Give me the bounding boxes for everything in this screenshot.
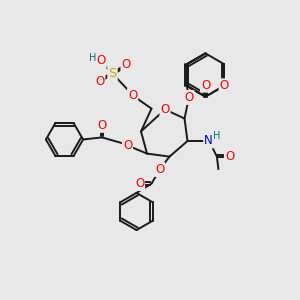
Text: O: O [135, 177, 144, 190]
Text: H: H [213, 130, 220, 141]
Text: H: H [89, 53, 96, 63]
Text: O: O [122, 58, 130, 71]
Text: O: O [128, 89, 137, 102]
Text: O: O [123, 139, 132, 152]
Text: O: O [95, 75, 104, 88]
Text: O: O [220, 79, 229, 92]
Text: O: O [98, 119, 106, 132]
Text: O: O [160, 103, 169, 116]
Text: S: S [108, 67, 117, 80]
Text: O: O [184, 91, 194, 104]
Text: O: O [201, 79, 210, 92]
Text: O: O [97, 54, 106, 68]
Text: O: O [225, 150, 234, 163]
Text: N: N [204, 134, 213, 148]
Text: O: O [155, 163, 164, 176]
